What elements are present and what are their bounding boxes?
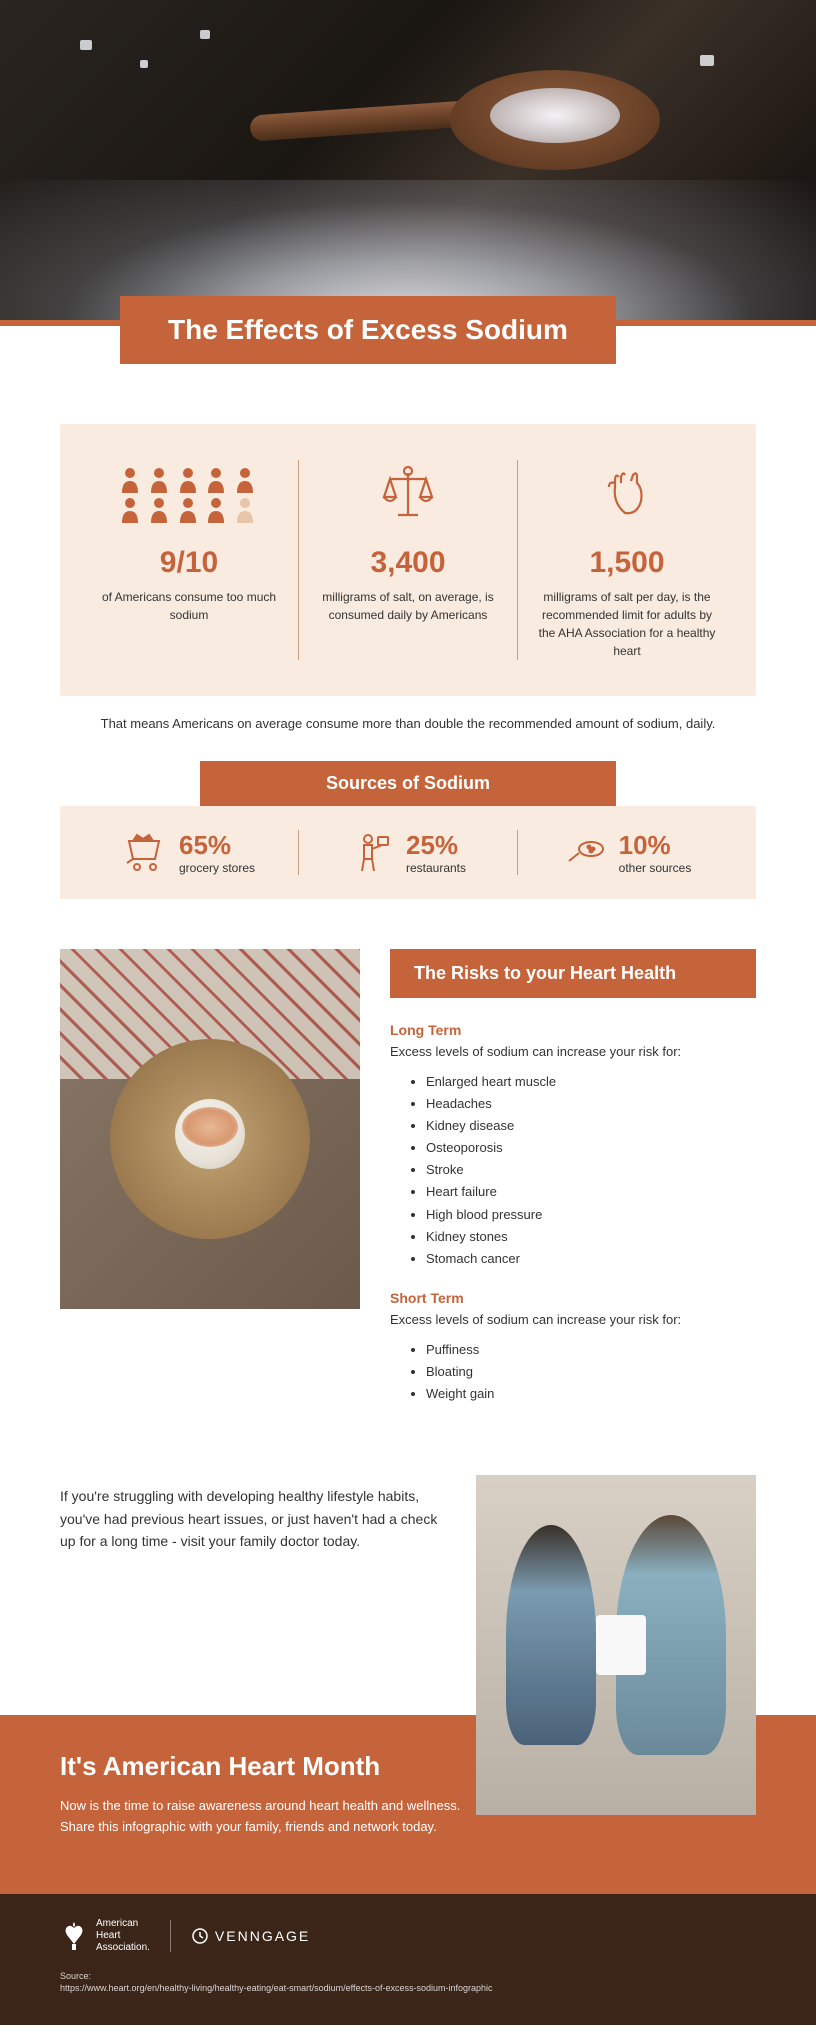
risks-section: The Risks to your Heart Health Long Term…	[60, 949, 756, 1425]
spoon-icon	[563, 831, 607, 875]
stat-label: of Americans consume too much sodium	[98, 588, 280, 624]
source-value: 10%	[619, 830, 692, 861]
short-term-heading: Short Term	[390, 1290, 756, 1306]
risk-item: Headaches	[426, 1093, 756, 1115]
risk-item: Bloating	[426, 1361, 756, 1383]
risk-item: High blood pressure	[426, 1204, 756, 1226]
long-term-intro: Excess levels of sodium can increase you…	[390, 1044, 756, 1059]
source-item: 25% restaurants	[298, 830, 517, 875]
short-term-list: PuffinessBloatingWeight gain	[390, 1339, 756, 1405]
footer-source: Source: https://www.heart.org/en/healthy…	[60, 1970, 756, 1995]
infographic: The Effects of Excess Sodium 9/10 of Ame…	[0, 0, 816, 2025]
stat-item: 9/10 of Americans consume too much sodiu…	[80, 460, 298, 660]
stat-label: milligrams of salt per day, is the recom…	[536, 588, 718, 660]
short-term-intro: Excess levels of sodium can increase you…	[390, 1312, 756, 1327]
doctor-patient-image	[476, 1475, 756, 1815]
source-value: 25%	[406, 830, 466, 861]
risk-item: Enlarged heart muscle	[426, 1071, 756, 1093]
stat-value: 3,400	[317, 546, 499, 580]
source-value: 65%	[179, 830, 255, 861]
stat-item: 1,500 milligrams of salt per day, is the…	[517, 460, 736, 660]
hero-image	[0, 0, 816, 320]
risk-item: Weight gain	[426, 1383, 756, 1405]
source-item: 65% grocery stores	[80, 830, 298, 875]
salt-bowl-image	[60, 949, 360, 1309]
risk-item: Kidney disease	[426, 1115, 756, 1137]
source-label: grocery stores	[179, 861, 255, 875]
people-icon	[98, 460, 280, 530]
clock-icon	[191, 1927, 209, 1945]
risk-item: Stomach cancer	[426, 1248, 756, 1270]
source-label: restaurants	[406, 861, 466, 875]
sources-card: 65% grocery stores 25% restaurants	[60, 806, 756, 899]
footer-logos: American Heart Association. VENNGAGE	[60, 1918, 756, 1954]
aha-logo: American Heart Association.	[60, 1918, 150, 1954]
source-item: 10% other sources	[517, 830, 736, 875]
risks-title: The Risks to your Heart Health	[390, 949, 756, 998]
page-title: The Effects of Excess Sodium	[120, 296, 616, 364]
long-term-list: Enlarged heart muscleHeadachesKidney dis…	[390, 1071, 756, 1270]
risk-item: Puffiness	[426, 1339, 756, 1361]
long-term-heading: Long Term	[390, 1022, 756, 1038]
risk-item: Kidney stones	[426, 1226, 756, 1248]
stats-card: 9/10 of Americans consume too much sodiu…	[60, 424, 756, 696]
cart-icon	[123, 831, 167, 875]
risk-item: Stroke	[426, 1159, 756, 1181]
advice-section: If you're struggling with developing hea…	[60, 1475, 756, 1675]
venngage-logo: VENNGAGE	[191, 1927, 310, 1945]
heart-organ-icon	[536, 460, 718, 530]
advice-text: If you're struggling with developing hea…	[60, 1475, 446, 1675]
logo-divider	[170, 1920, 171, 1952]
risks-content: The Risks to your Heart Health Long Term…	[390, 949, 756, 1425]
heart-torch-icon	[60, 1920, 88, 1952]
sources-title: Sources of Sodium	[200, 761, 616, 806]
stat-label: milligrams of salt, on average, is consu…	[317, 588, 499, 624]
stats-caption: That means Americans on average consume …	[60, 716, 756, 731]
scale-icon	[317, 460, 499, 530]
footer: American Heart Association. VENNGAGE Sou…	[0, 1894, 816, 2025]
risk-item: Osteoporosis	[426, 1137, 756, 1159]
source-label: other sources	[619, 861, 692, 875]
risk-item: Heart failure	[426, 1181, 756, 1203]
waiter-icon	[350, 831, 394, 875]
stat-value: 1,500	[536, 546, 718, 580]
cta-text: Now is the time to raise awareness aroun…	[60, 1796, 480, 1838]
stat-item: 3,400 milligrams of salt, on average, is…	[298, 460, 517, 660]
stat-value: 9/10	[98, 546, 280, 580]
